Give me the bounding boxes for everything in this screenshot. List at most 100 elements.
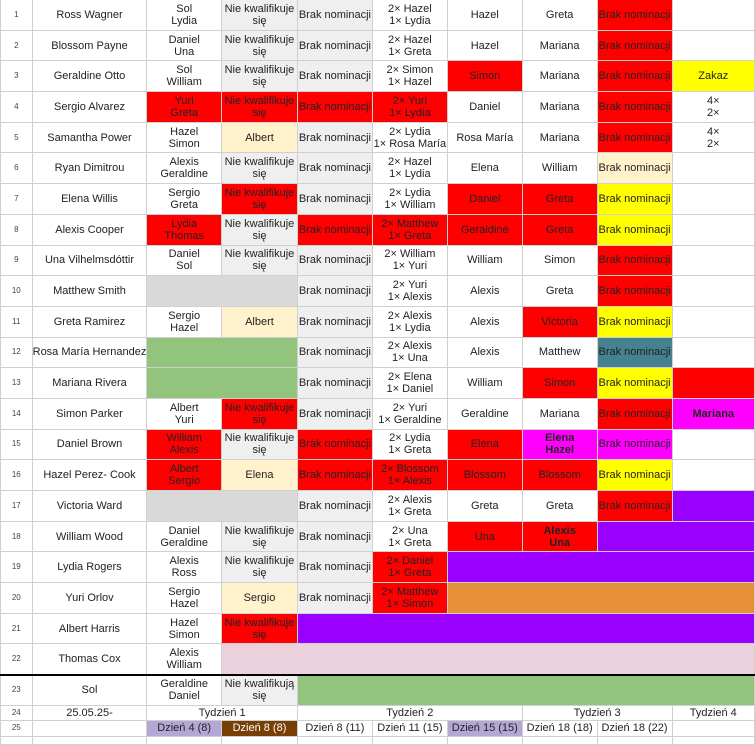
contestant-name[interactable]: Daniel Brown <box>31 428 148 461</box>
contestant-name[interactable]: Simon Parker <box>31 397 148 430</box>
cell[interactable]: Nie kwalifikuje się <box>221 0 298 31</box>
cell[interactable]: Brak nominacji <box>296 582 373 614</box>
contestant-name[interactable]: Sergio Alvarez <box>31 91 148 123</box>
cell[interactable]: Blossom <box>446 459 523 491</box>
cell[interactable]: Rosa María <box>446 121 523 154</box>
cell[interactable]: Mariana <box>521 91 598 123</box>
cell[interactable]: Nie kwalifikuje się <box>221 428 298 461</box>
cell[interactable] <box>671 275 755 307</box>
cell[interactable]: Nie kwalifikuje się <box>221 520 298 553</box>
cell[interactable] <box>671 367 755 399</box>
cell[interactable]: Alexis <box>446 305 523 338</box>
cell[interactable]: Brak nominacji <box>596 91 673 123</box>
week-label[interactable]: Tydzień 2 <box>296 704 523 721</box>
cell[interactable]: Albert Yuri <box>146 397 223 430</box>
cell[interactable]: 4× 2× <box>671 121 755 154</box>
cell[interactable]: 2× Yuri 1× Alexis <box>371 275 448 307</box>
cell[interactable] <box>296 674 755 706</box>
cell[interactable]: Mariana <box>521 121 598 154</box>
cell[interactable]: William <box>446 244 523 277</box>
cell[interactable]: Brak nominacji <box>596 244 673 277</box>
cell[interactable]: 2× Lydia 1× Greta <box>371 428 448 461</box>
cell[interactable]: Brak nominacji <box>296 91 373 123</box>
cell[interactable]: Brak nominacji <box>296 397 373 430</box>
cell[interactable]: Alexis Geraldine <box>146 152 223 185</box>
cell[interactable]: Zakaz <box>671 60 755 93</box>
day-label[interactable]: Dzień 18 (22) <box>596 719 673 737</box>
contestant-name[interactable]: Una Vilhelmsdóttir <box>31 244 148 277</box>
cell[interactable]: 2× Simon 1× Hazel <box>371 60 448 93</box>
cell[interactable]: 2× Matthew 1× Greta <box>371 213 448 246</box>
cell[interactable]: 2× Alexis 1× Lydia <box>371 305 448 338</box>
cell[interactable]: Mariana <box>521 397 598 430</box>
cell[interactable] <box>671 490 755 522</box>
cell[interactable]: Daniel Geraldine <box>146 520 223 553</box>
cell[interactable]: 2× Alexis 1× Greta <box>371 490 448 522</box>
cell[interactable]: 2× Lydia 1× Rosa María <box>371 121 448 154</box>
cell[interactable]: Brak nominacji <box>296 183 373 215</box>
cell[interactable]: Nie kwalifikuje się <box>221 91 298 123</box>
cell[interactable]: 2× Yuri 1× Lydia <box>371 91 448 123</box>
day-label[interactable]: Dzień 15 (15) <box>446 719 523 737</box>
cell[interactable] <box>146 336 298 369</box>
cell[interactable]: 2× Una 1× Greta <box>371 520 448 553</box>
cell[interactable]: Blossom <box>521 459 598 491</box>
cell[interactable]: Brak nominacji <box>596 490 673 522</box>
cell[interactable]: Geraldine <box>446 397 523 430</box>
cell[interactable]: Sol William <box>146 60 223 93</box>
cell[interactable]: Greta <box>446 490 523 522</box>
cell[interactable]: Mariana <box>521 29 598 62</box>
cell[interactable]: Brak nominacji <box>596 213 673 246</box>
cell[interactable]: Albert Sergio <box>146 459 223 491</box>
cell[interactable]: Nie kwalifikuje się <box>221 183 298 215</box>
cell[interactable]: Geraldine <box>446 213 523 246</box>
cell[interactable]: Mariana <box>671 397 755 430</box>
cell[interactable]: Brak nominacji <box>296 305 373 338</box>
cell[interactable]: Victoria <box>521 305 598 338</box>
cell[interactable] <box>146 490 298 522</box>
cell[interactable]: 2× Yuri 1× Geraldine <box>371 397 448 430</box>
cell[interactable]: 2× William 1× Yuri <box>371 244 448 277</box>
cell[interactable]: Yuri Greta <box>146 91 223 123</box>
week-label[interactable]: Tydzień 1 <box>146 704 298 721</box>
cell[interactable]: Greta <box>521 0 598 31</box>
cell[interactable]: Simon <box>521 367 598 399</box>
cell[interactable]: Sergio Greta <box>146 183 223 215</box>
cell[interactable]: Greta <box>521 213 598 246</box>
contestant-name[interactable]: Matthew Smith <box>31 275 148 307</box>
contestant-name[interactable]: Lydia Rogers <box>31 551 148 584</box>
cell[interactable] <box>671 213 755 246</box>
cell[interactable]: Una <box>446 520 523 553</box>
contestant-name[interactable]: Albert Harris <box>31 612 148 645</box>
cell[interactable] <box>146 367 298 399</box>
cell[interactable]: Brak nominacji <box>596 367 673 399</box>
day-label[interactable]: Dzień 11 (15) <box>371 719 448 737</box>
cell[interactable] <box>446 551 755 584</box>
cell[interactable]: Brak nominacji <box>296 490 373 522</box>
cell[interactable]: William <box>446 367 523 399</box>
contestant-name[interactable]: Rosa María Hernandez <box>31 336 148 369</box>
cell[interactable]: Nie kwalifikuje się <box>221 152 298 185</box>
cell[interactable]: 2× Daniel 1× Greta <box>371 551 448 584</box>
cell[interactable] <box>671 459 755 491</box>
cell[interactable]: Brak nominacji <box>296 428 373 461</box>
cell[interactable]: Nie kwalifikuje się <box>221 29 298 62</box>
contestant-name[interactable]: Hazel Perez- Cook <box>31 459 148 491</box>
cell[interactable]: Brak nominacji <box>596 60 673 93</box>
cell[interactable]: Brak nominacji <box>596 305 673 338</box>
cell[interactable]: Geraldine Daniel <box>146 674 223 706</box>
cell[interactable]: Nie kwalifikują się <box>221 674 298 706</box>
cell[interactable]: Albert <box>221 121 298 154</box>
cell[interactable]: Daniel Sol <box>146 244 223 277</box>
cell[interactable]: Brak nominacji <box>296 459 373 491</box>
week-label[interactable]: Tydzień 3 <box>521 704 673 721</box>
contestant-name[interactable]: Thomas Cox <box>31 643 148 676</box>
cell[interactable]: Brak nominacji <box>596 459 673 491</box>
cell[interactable]: Daniel <box>446 91 523 123</box>
cell[interactable]: William Alexis <box>146 428 223 461</box>
cell[interactable] <box>671 336 755 369</box>
cell[interactable]: Elena <box>446 152 523 185</box>
cell[interactable]: Alexis <box>446 275 523 307</box>
cell[interactable]: Simon <box>521 244 598 277</box>
cell[interactable]: 2× Hazel 1× Lydia <box>371 0 448 31</box>
